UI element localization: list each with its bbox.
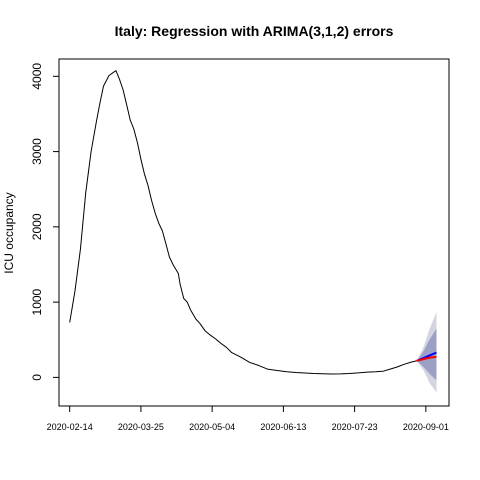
y-axis: 0 1000 2000 3000 4000 [30,63,60,381]
y-tick-label: 3000 [30,138,44,165]
x-tick-label: 2020-09-01 [403,422,449,432]
y-tick-label: 2000 [30,213,44,240]
y-axis-label: ICU occupancy [2,192,16,273]
series-line-observed [69,70,418,375]
x-tick-label: 2020-05-04 [189,422,235,432]
y-tick-label: 4000 [30,63,44,90]
prediction-interval-2 [416,328,437,381]
x-tick-label: 2020-03-25 [118,422,164,432]
y-tick-label: 1000 [30,288,44,315]
x-tick-label: 2020-02-14 [47,422,93,432]
y-tick-label: 0 [30,374,44,381]
chart-title: Italy: Regression with ARIMA(3,1,2) erro… [115,23,394,39]
x-tick-label: 2020-07-23 [332,422,378,432]
x-axis: 2020-02-14 2020-03-25 2020-05-04 2020-06-13… [47,405,449,432]
plot-area [69,70,437,393]
series-line-forecast-alt [416,355,437,362]
x-tick-label: 2020-06-13 [260,422,306,432]
